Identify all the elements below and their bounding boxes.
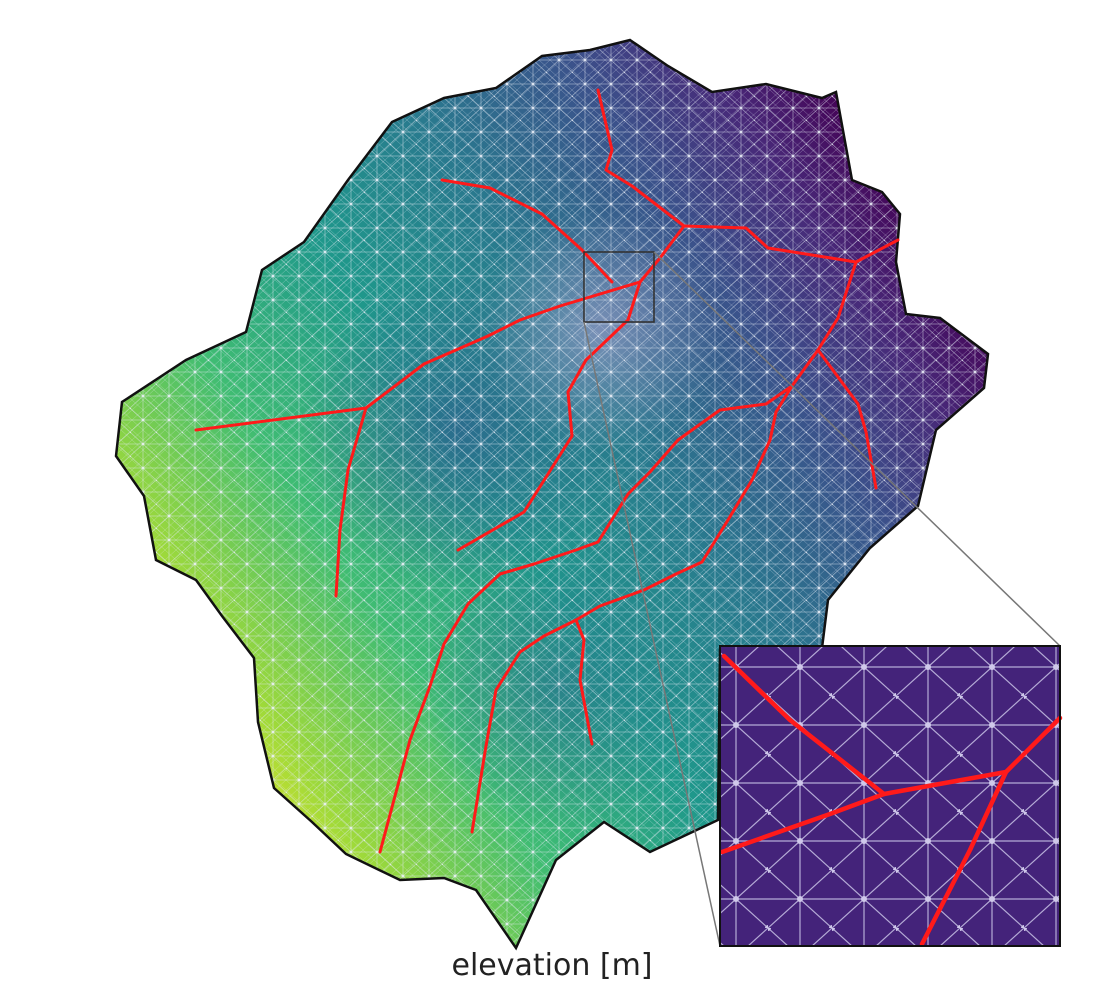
stream-center-branch	[456, 280, 642, 552]
zoom-inset	[719, 645, 1063, 947]
zoom-region-box	[583, 251, 655, 323]
stream-east-trunk	[378, 260, 858, 854]
stream-west-branch	[194, 406, 368, 598]
stream-north-tributary	[596, 88, 686, 228]
colorbar-label: elevation [m]	[451, 948, 653, 983]
stream-main-trunk	[364, 224, 686, 410]
zoom-connector-top	[653, 251, 1061, 647]
stream-east-tributary	[816, 348, 878, 490]
inset-stream-main	[719, 769, 1009, 855]
stream-network	[194, 88, 900, 854]
stream-south-tributary	[574, 618, 594, 746]
inset-frame	[719, 645, 1061, 947]
zoom-connector-bottom	[583, 321, 721, 947]
stream-southeast-branch	[470, 384, 794, 834]
inset-stream-northwest	[721, 653, 887, 797]
stream-main-upper	[682, 224, 900, 264]
inset-stream-east	[919, 715, 1063, 947]
stream-northwest-tributary	[440, 178, 614, 284]
